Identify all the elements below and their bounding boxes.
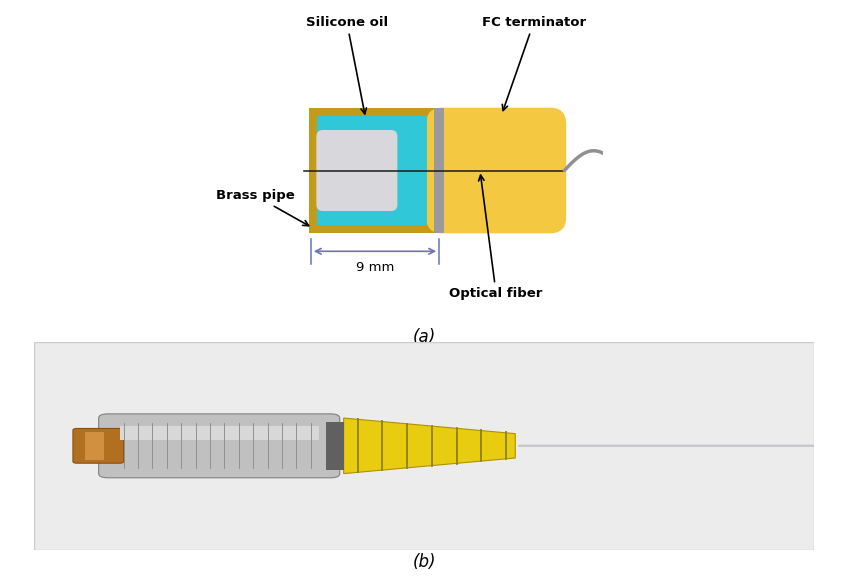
Text: (b): (b) bbox=[412, 552, 436, 571]
Text: Optical fiber: Optical fiber bbox=[449, 175, 543, 300]
Bar bbox=[120, 426, 319, 440]
Text: 9 mm: 9 mm bbox=[356, 261, 394, 274]
FancyBboxPatch shape bbox=[427, 108, 566, 233]
Bar bbox=[310, 108, 435, 233]
Text: (a): (a) bbox=[412, 328, 436, 346]
FancyBboxPatch shape bbox=[98, 414, 340, 478]
Bar bbox=[85, 432, 104, 460]
Text: Brass pipe: Brass pipe bbox=[216, 189, 309, 226]
Polygon shape bbox=[343, 418, 516, 474]
Text: Silicone oil: Silicone oil bbox=[306, 16, 388, 114]
Text: FC terminator: FC terminator bbox=[482, 16, 586, 111]
Bar bbox=[434, 108, 444, 233]
FancyBboxPatch shape bbox=[73, 428, 124, 463]
FancyBboxPatch shape bbox=[316, 130, 398, 211]
Bar bbox=[320, 119, 424, 222]
Bar bbox=[317, 116, 427, 225]
Bar bbox=[326, 422, 343, 470]
